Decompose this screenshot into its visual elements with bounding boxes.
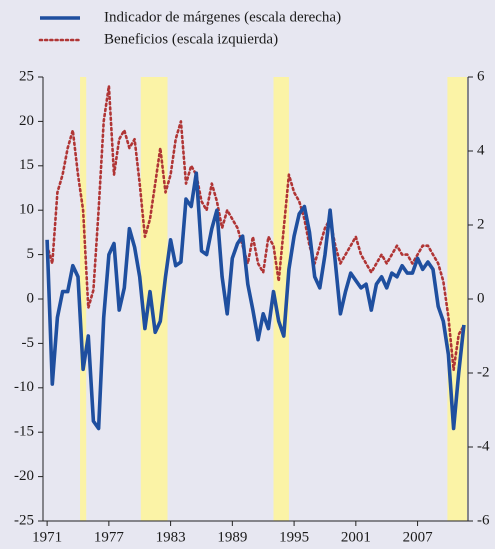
y-tick-label: -5 xyxy=(22,335,35,351)
y-tick-label: -10 xyxy=(14,379,34,395)
x-tick-label: 1971 xyxy=(32,529,62,545)
series-line xyxy=(45,84,466,372)
x-tick-label: 2001 xyxy=(341,529,371,545)
recession-band xyxy=(273,77,289,521)
y2-tick-label: 2 xyxy=(477,216,485,232)
y-tick-label: -15 xyxy=(14,424,34,440)
legend-label: Beneficios (escala izquierda) xyxy=(104,31,278,47)
y2-tick-label: -6 xyxy=(477,512,490,528)
legend-label: Indicador de márgenes (escala derecha) xyxy=(104,9,341,25)
x-tick-label: 1977 xyxy=(94,529,125,545)
y2-tick-label: 0 xyxy=(477,290,485,306)
y-tick-label: -20 xyxy=(14,468,34,484)
y2-tick-label: 6 xyxy=(477,68,485,84)
recession-band xyxy=(447,77,467,521)
x-tick-label: 1983 xyxy=(156,529,186,545)
y-tick-label: 25 xyxy=(19,68,34,84)
series-line xyxy=(45,171,466,431)
x-tick-label: 1995 xyxy=(279,529,309,545)
x-tick-label: 1989 xyxy=(217,529,247,545)
y2-tick-label: -4 xyxy=(477,438,490,454)
y2-tick-label: 4 xyxy=(477,142,485,158)
y-tick-label: 5 xyxy=(27,246,35,262)
y-tick-label: 15 xyxy=(19,157,34,173)
y-tick-label: 20 xyxy=(19,113,34,129)
y-tick-label: -25 xyxy=(14,512,34,528)
y2-tick-label: -2 xyxy=(477,364,490,380)
y-tick-label: 0 xyxy=(27,290,35,306)
y-tick-label: 10 xyxy=(19,202,34,218)
recession-band xyxy=(80,77,87,521)
x-tick-label: 2007 xyxy=(403,529,434,545)
